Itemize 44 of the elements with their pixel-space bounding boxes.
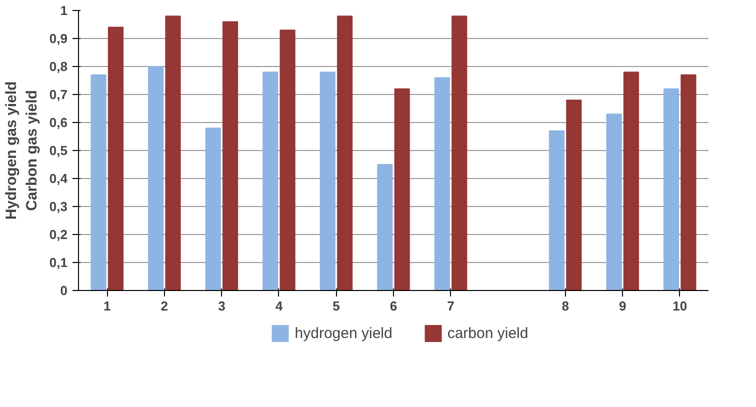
x-tick-label: 1 xyxy=(104,298,111,314)
bar xyxy=(90,74,106,290)
bar xyxy=(205,128,221,290)
y-tick-label: 1 xyxy=(60,3,68,18)
y-tick-label: 0,4 xyxy=(49,171,68,186)
x-tick-label: 10 xyxy=(672,298,688,314)
bar xyxy=(377,164,393,290)
legend-label: carbon yield xyxy=(447,324,528,342)
bar xyxy=(337,16,353,290)
bar xyxy=(148,66,164,290)
bar xyxy=(394,88,410,290)
x-tick-label: 6 xyxy=(390,298,398,314)
bar xyxy=(680,74,696,290)
x-tick-label: 4 xyxy=(275,298,284,314)
y-tick-label: 0,1 xyxy=(49,255,68,270)
y-tick-label: 0,6 xyxy=(49,115,68,130)
x-tick-label: 5 xyxy=(332,298,340,314)
bar xyxy=(262,72,278,290)
x-tick-label: 2 xyxy=(160,298,168,314)
y-tick-label: 0,2 xyxy=(49,227,68,242)
x-tick-label: 9 xyxy=(618,298,626,314)
bar xyxy=(623,72,639,290)
x-tick-label: 7 xyxy=(447,298,454,314)
bar xyxy=(566,100,582,290)
bar xyxy=(606,114,622,290)
bar xyxy=(280,30,296,290)
legend-label: hydrogen yield xyxy=(294,324,392,342)
y-tick-label: 0 xyxy=(60,283,68,298)
bar xyxy=(222,21,238,290)
y-tick-label: 0,7 xyxy=(49,87,68,102)
y-tick-label: 0,9 xyxy=(49,31,68,46)
bar xyxy=(452,16,468,290)
y-tick-label: 0,3 xyxy=(49,199,68,214)
y-tick-label: 0,5 xyxy=(49,143,68,158)
bar xyxy=(165,16,181,290)
bar xyxy=(663,88,680,290)
bar xyxy=(108,26,124,290)
x-tick-label: 8 xyxy=(562,298,569,314)
y-tick-label: 0,8 xyxy=(49,59,68,74)
x-tick-label: 3 xyxy=(218,298,226,314)
bar xyxy=(434,77,450,290)
y-axis-title: Hydrogen gas yield Carbon gas yield xyxy=(3,81,40,220)
bar xyxy=(548,130,565,290)
bar xyxy=(320,72,336,290)
